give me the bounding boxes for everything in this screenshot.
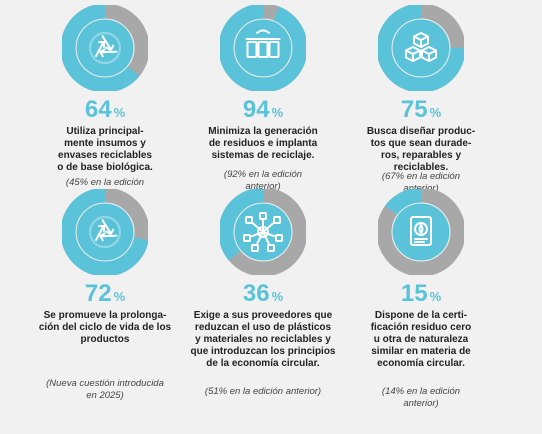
percent-label: 72% [25, 281, 185, 310]
percent-unit: % [271, 289, 284, 304]
donut-value-arc [378, 189, 464, 275]
donut-value-arc [62, 5, 148, 91]
item-description: Minimiza la generación de residuos e imp… [208, 126, 318, 161]
donut-chart [62, 189, 148, 275]
percent-unit: % [429, 289, 442, 304]
donut-chart [220, 189, 306, 275]
donut-chart [378, 5, 464, 91]
donut-card: 75% Busca diseñar produc- tos que sean du… [341, 5, 501, 245]
donut-center [76, 19, 134, 77]
percent-label: 94% [183, 97, 343, 126]
item-description: Utiliza principal- mente insumos y envas… [57, 126, 153, 173]
item-description: Se promueve la prolonga- ción del ciclo … [38, 310, 172, 345]
percent-value: 15 [400, 280, 428, 307]
percent-label: 75% [341, 97, 501, 126]
donut-center [76, 203, 134, 261]
recycling-bins-icon [245, 29, 281, 58]
donut-center [234, 19, 292, 77]
percent-value: 72 [84, 280, 112, 307]
donut-value-arc [220, 189, 306, 275]
donut-card: 94% Minimiza la generación de residuos e … [183, 5, 343, 245]
percent-value: 75 [400, 96, 428, 123]
recycle-icon [89, 216, 121, 248]
percent-label: 36% [183, 281, 343, 310]
donut-chart [378, 189, 464, 275]
item-description: Dispone de la certi- ficación residuo ce… [370, 310, 472, 369]
donut-chart [220, 5, 306, 91]
percent-unit: % [113, 289, 126, 304]
percent-unit: % [113, 105, 126, 120]
donut-value-arc [220, 5, 306, 91]
previous-edition-note: (92% en la edición anterior) [223, 169, 303, 192]
donut-card: 15% Dispone de la certi- ficación residuo… [341, 189, 501, 429]
percent-value: 64 [84, 96, 112, 123]
percent-label: 64% [25, 97, 185, 126]
percent-value: 94 [242, 96, 270, 123]
donut-value-arc [62, 189, 148, 275]
previous-edition-note: (51% en la edición anterior) [204, 386, 322, 397]
percent-unit: % [271, 105, 284, 120]
donut-card: 36% Exige a sus proveedores que reduzcan … [183, 189, 343, 429]
item-description: Exige a sus proveedores que reduzcan el … [190, 310, 336, 369]
certificate-icon [410, 216, 432, 246]
supply-network-icon [243, 212, 283, 252]
recycle-icon [89, 32, 121, 64]
percent-unit: % [429, 105, 442, 120]
boxes-icon [405, 32, 437, 62]
donut-card: 64% Utiliza principal- mente insumos y en… [25, 5, 185, 245]
donut-card: 72% Se promueve la prolonga- ción del cic… [25, 189, 185, 429]
percent-value: 36 [242, 280, 270, 307]
previous-edition-note: (Nueva cuestión introducida en 2025) [46, 378, 164, 401]
percent-label: 15% [341, 281, 501, 310]
donut-value-arc [378, 5, 464, 91]
previous-edition-note: (14% en la edición anterior) [381, 386, 461, 409]
donut-chart [62, 5, 148, 91]
item-description: Busca diseñar produc- tos que sean durad… [366, 126, 476, 173]
